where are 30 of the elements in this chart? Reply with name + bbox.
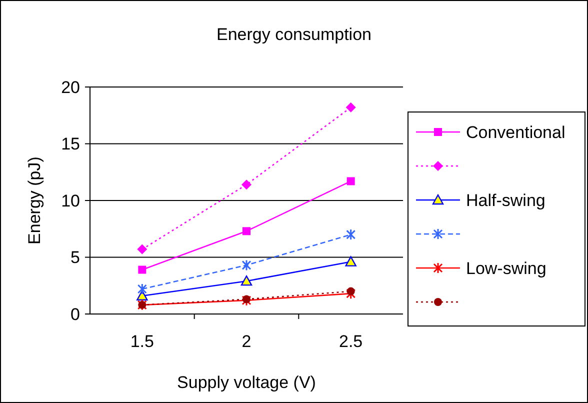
y-axis-title: Energy (pJ)	[25, 156, 44, 244]
point	[345, 256, 356, 266]
x-tick-label: 1.5	[130, 332, 154, 351]
y-tick-label: 5	[70, 248, 80, 268]
point	[346, 287, 355, 296]
y-tick-label: 0	[70, 304, 80, 324]
point	[242, 294, 252, 306]
point	[137, 283, 147, 295]
point	[346, 177, 355, 186]
point	[137, 244, 148, 254]
chart-title: Energy consumption	[216, 25, 372, 44]
x-tick-label: 2	[242, 332, 252, 351]
x-axis-title: Supply voltage (V)	[177, 373, 316, 392]
point	[346, 288, 356, 300]
y-tick-label: 15	[61, 134, 80, 154]
point	[346, 102, 356, 112]
y-tick-label: 10	[61, 191, 80, 210]
point	[242, 295, 250, 304]
point	[242, 180, 252, 190]
point	[242, 259, 252, 271]
legend-label: Half-swing	[466, 190, 546, 210]
legend-label: Conventional	[466, 122, 566, 142]
point	[242, 227, 250, 236]
x-tick-label: 2.5	[339, 332, 363, 351]
point	[136, 290, 148, 300]
point	[138, 266, 146, 274]
y-tick-label: 20	[61, 78, 80, 97]
point	[240, 275, 252, 286]
legend-label: Low-swing	[466, 258, 546, 278]
point	[346, 228, 356, 240]
